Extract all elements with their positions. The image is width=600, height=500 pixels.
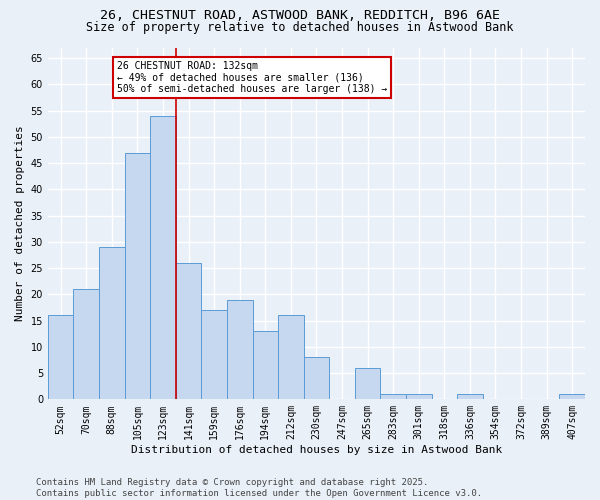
Bar — [457, 394, 482, 400]
Bar — [176, 263, 202, 400]
X-axis label: Distribution of detached houses by size in Astwood Bank: Distribution of detached houses by size … — [131, 445, 502, 455]
Text: Contains HM Land Registry data © Crown copyright and database right 2025.
Contai: Contains HM Land Registry data © Crown c… — [36, 478, 482, 498]
Bar — [355, 368, 380, 400]
Bar — [48, 316, 73, 400]
Bar — [150, 116, 176, 400]
Text: 26, CHESTNUT ROAD, ASTWOOD BANK, REDDITCH, B96 6AE: 26, CHESTNUT ROAD, ASTWOOD BANK, REDDITC… — [100, 9, 500, 22]
Bar — [253, 331, 278, 400]
Bar — [559, 394, 585, 400]
Bar — [380, 394, 406, 400]
Text: 26 CHESTNUT ROAD: 132sqm
← 49% of detached houses are smaller (136)
50% of semi-: 26 CHESTNUT ROAD: 132sqm ← 49% of detach… — [117, 60, 387, 94]
Bar — [73, 289, 99, 400]
Bar — [406, 394, 431, 400]
Bar — [125, 152, 150, 400]
Bar — [99, 247, 125, 400]
Bar — [278, 316, 304, 400]
Text: Size of property relative to detached houses in Astwood Bank: Size of property relative to detached ho… — [86, 21, 514, 34]
Bar — [304, 358, 329, 400]
Bar — [227, 300, 253, 400]
Bar — [202, 310, 227, 400]
Y-axis label: Number of detached properties: Number of detached properties — [15, 126, 25, 322]
